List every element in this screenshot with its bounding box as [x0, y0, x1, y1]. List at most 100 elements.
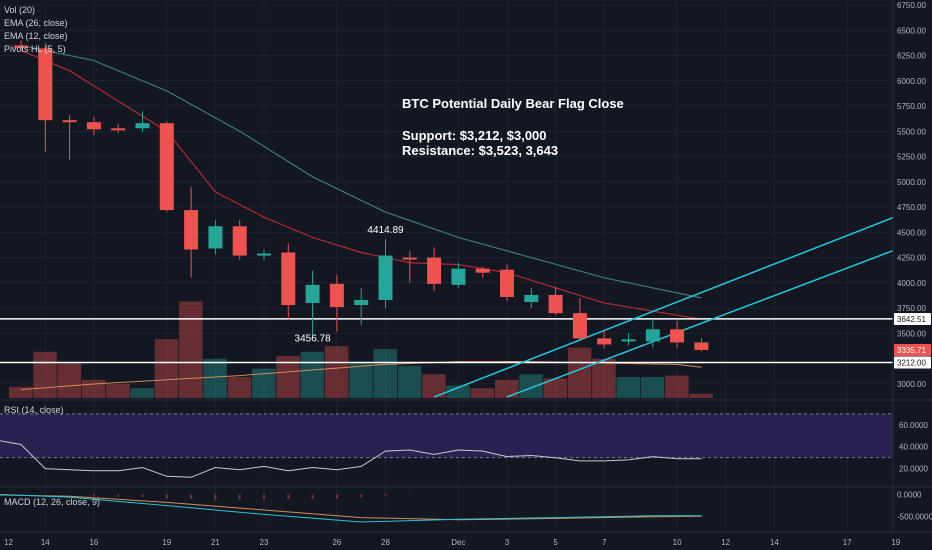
price-tick-6: 5250.00 [897, 153, 926, 162]
ema26-line [20, 44, 702, 299]
price-tag-bg-2 [894, 356, 931, 369]
volume-bar-18 [446, 385, 470, 398]
time-tick-12: 10 [673, 538, 682, 547]
pivot-label-1: 3456.78 [295, 334, 332, 345]
price-tag-0: 3642.51 [894, 312, 931, 325]
candle-body-7 [184, 210, 199, 250]
candle-1 [38, 43, 53, 152]
price-tag-2: 3212.00 [894, 356, 931, 369]
candle-28 [694, 338, 709, 352]
price-tick-11: 4000.00 [897, 279, 926, 288]
candle-7 [184, 186, 199, 278]
volume-bar-14 [349, 363, 373, 398]
macd-hist-1 [117, 494, 120, 497]
price-tag-1: 3335.71 [894, 343, 931, 356]
volume-bar-22 [543, 378, 568, 398]
macd-hist-12 [384, 494, 387, 496]
candle-body-12 [305, 284, 320, 304]
volume-bar-28 [689, 393, 713, 398]
candle-18 [451, 262, 466, 288]
rsi-tick-0: 60.0000 [899, 421, 928, 430]
candle-21 [524, 287, 539, 309]
legend-ema26[interactable]: EMA (26, close) [4, 18, 68, 28]
volume-bar-13 [324, 346, 349, 398]
trendline-1 [506, 239, 921, 398]
candle-23 [572, 297, 587, 340]
time-tick-2: 16 [89, 538, 98, 547]
rsi-line [0, 440, 702, 478]
candle-body-16 [402, 257, 417, 260]
price-tick-9: 4500.00 [897, 228, 926, 237]
rsi-pane[interactable]: RSI (14, close) [0, 405, 893, 478]
time-tick-4: 21 [211, 538, 220, 547]
volume-bar-1 [33, 351, 57, 398]
time-tick-15: 17 [843, 538, 852, 547]
legend-vol[interactable]: Vol (20) [4, 5, 35, 15]
volume-bar-15 [373, 349, 397, 398]
annotation-resistance: Resistance: $3,523, 3,643 [402, 143, 558, 158]
volume-bar-8 [203, 358, 227, 398]
candle-22 [548, 286, 563, 316]
macd-label[interactable]: MACD (12, 26, close, 9) [4, 497, 100, 507]
candle-body-25 [621, 339, 636, 342]
time-tick-14: 14 [770, 538, 779, 547]
time-axis[interactable]: 12 14 16 19 21 23 26 28 Dec 3 5 7 10 12 14 17 19 [0, 531, 932, 550]
price-tick-3: 6000.00 [897, 77, 926, 86]
candle-0 [14, 40, 28, 51]
candle-body-9 [232, 226, 247, 256]
time-tick-16: 19 [891, 538, 900, 547]
time-tick-3: 19 [162, 538, 171, 547]
price-tag-label-2: 3212.00 [897, 358, 926, 367]
candle-14 [354, 287, 369, 326]
macd-hist-11 [360, 494, 363, 498]
rsi-tick-1: 40.0000 [899, 443, 928, 452]
volume-bar-7 [179, 301, 203, 398]
volume-bar-0 [9, 386, 33, 398]
candle-body-21 [524, 294, 539, 303]
legend-ema12[interactable]: EMA (12, close) [4, 31, 68, 41]
volume-bar-3 [81, 379, 106, 398]
candle-body-24 [597, 338, 612, 345]
annotation-title: BTC Potential Daily Bear Flag Close [402, 96, 624, 111]
volume-bar-9 [227, 377, 252, 398]
legend-pivots[interactable]: Pivots HL (5, 5) [4, 44, 66, 54]
trendline-0 [433, 206, 921, 398]
volume-bar-16 [397, 365, 422, 398]
price-tick-10: 4250.00 [897, 254, 926, 263]
candle-12 [305, 270, 320, 338]
candle-20 [500, 264, 514, 302]
candle-body-27 [670, 329, 685, 343]
ema12-line [20, 49, 702, 320]
price-tick-2: 6250.00 [897, 52, 926, 61]
macd-hist-8 [287, 494, 290, 499]
candle-body-4 [111, 128, 126, 131]
annotation-box[interactable]: BTC Potential Daily Bear Flag Close Supp… [402, 96, 624, 158]
macd-hist-9 [311, 494, 314, 499]
candle-16 [402, 250, 417, 283]
price-tick-7: 5000.00 [897, 178, 926, 187]
volume-bar-26 [640, 377, 665, 398]
macd-hist-7 [263, 494, 265, 499]
macd-signal-line [0, 494, 702, 521]
candle-body-14 [354, 300, 369, 306]
macd-pane[interactable]: MACD (12, 26, close, 9) [0, 494, 702, 523]
macd-hist-10 [335, 494, 338, 498]
macd-hist-6 [238, 494, 241, 500]
time-tick-6: 26 [332, 538, 341, 547]
rsi-tick-2: 20.0000 [899, 465, 928, 474]
candle-10 [257, 249, 271, 260]
candle-body-0 [14, 45, 28, 48]
candle-5 [135, 111, 150, 133]
price-tag-label-0: 3642.51 [897, 315, 926, 324]
candle-8 [208, 220, 223, 255]
rsi-label[interactable]: RSI (14, close) [4, 405, 64, 415]
pivot-label-0: 4414.89 [367, 225, 404, 236]
candle-6 [159, 121, 174, 213]
candle-body-17 [427, 257, 442, 284]
macd-tick-1: -500.0000 [897, 513, 932, 522]
candle-body-8 [208, 226, 223, 249]
time-tick-10: 5 [553, 538, 558, 547]
volume-bar-6 [154, 339, 179, 398]
